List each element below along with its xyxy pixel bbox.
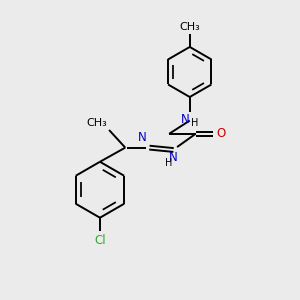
Text: N: N bbox=[138, 131, 147, 144]
Text: H: H bbox=[191, 118, 199, 128]
Text: N: N bbox=[169, 152, 178, 164]
Text: CH₃: CH₃ bbox=[179, 22, 200, 32]
Text: Cl: Cl bbox=[94, 234, 106, 247]
Text: O: O bbox=[216, 127, 226, 140]
Text: H: H bbox=[165, 158, 172, 168]
Text: CH₃: CH₃ bbox=[86, 118, 107, 128]
Text: N: N bbox=[181, 113, 190, 126]
